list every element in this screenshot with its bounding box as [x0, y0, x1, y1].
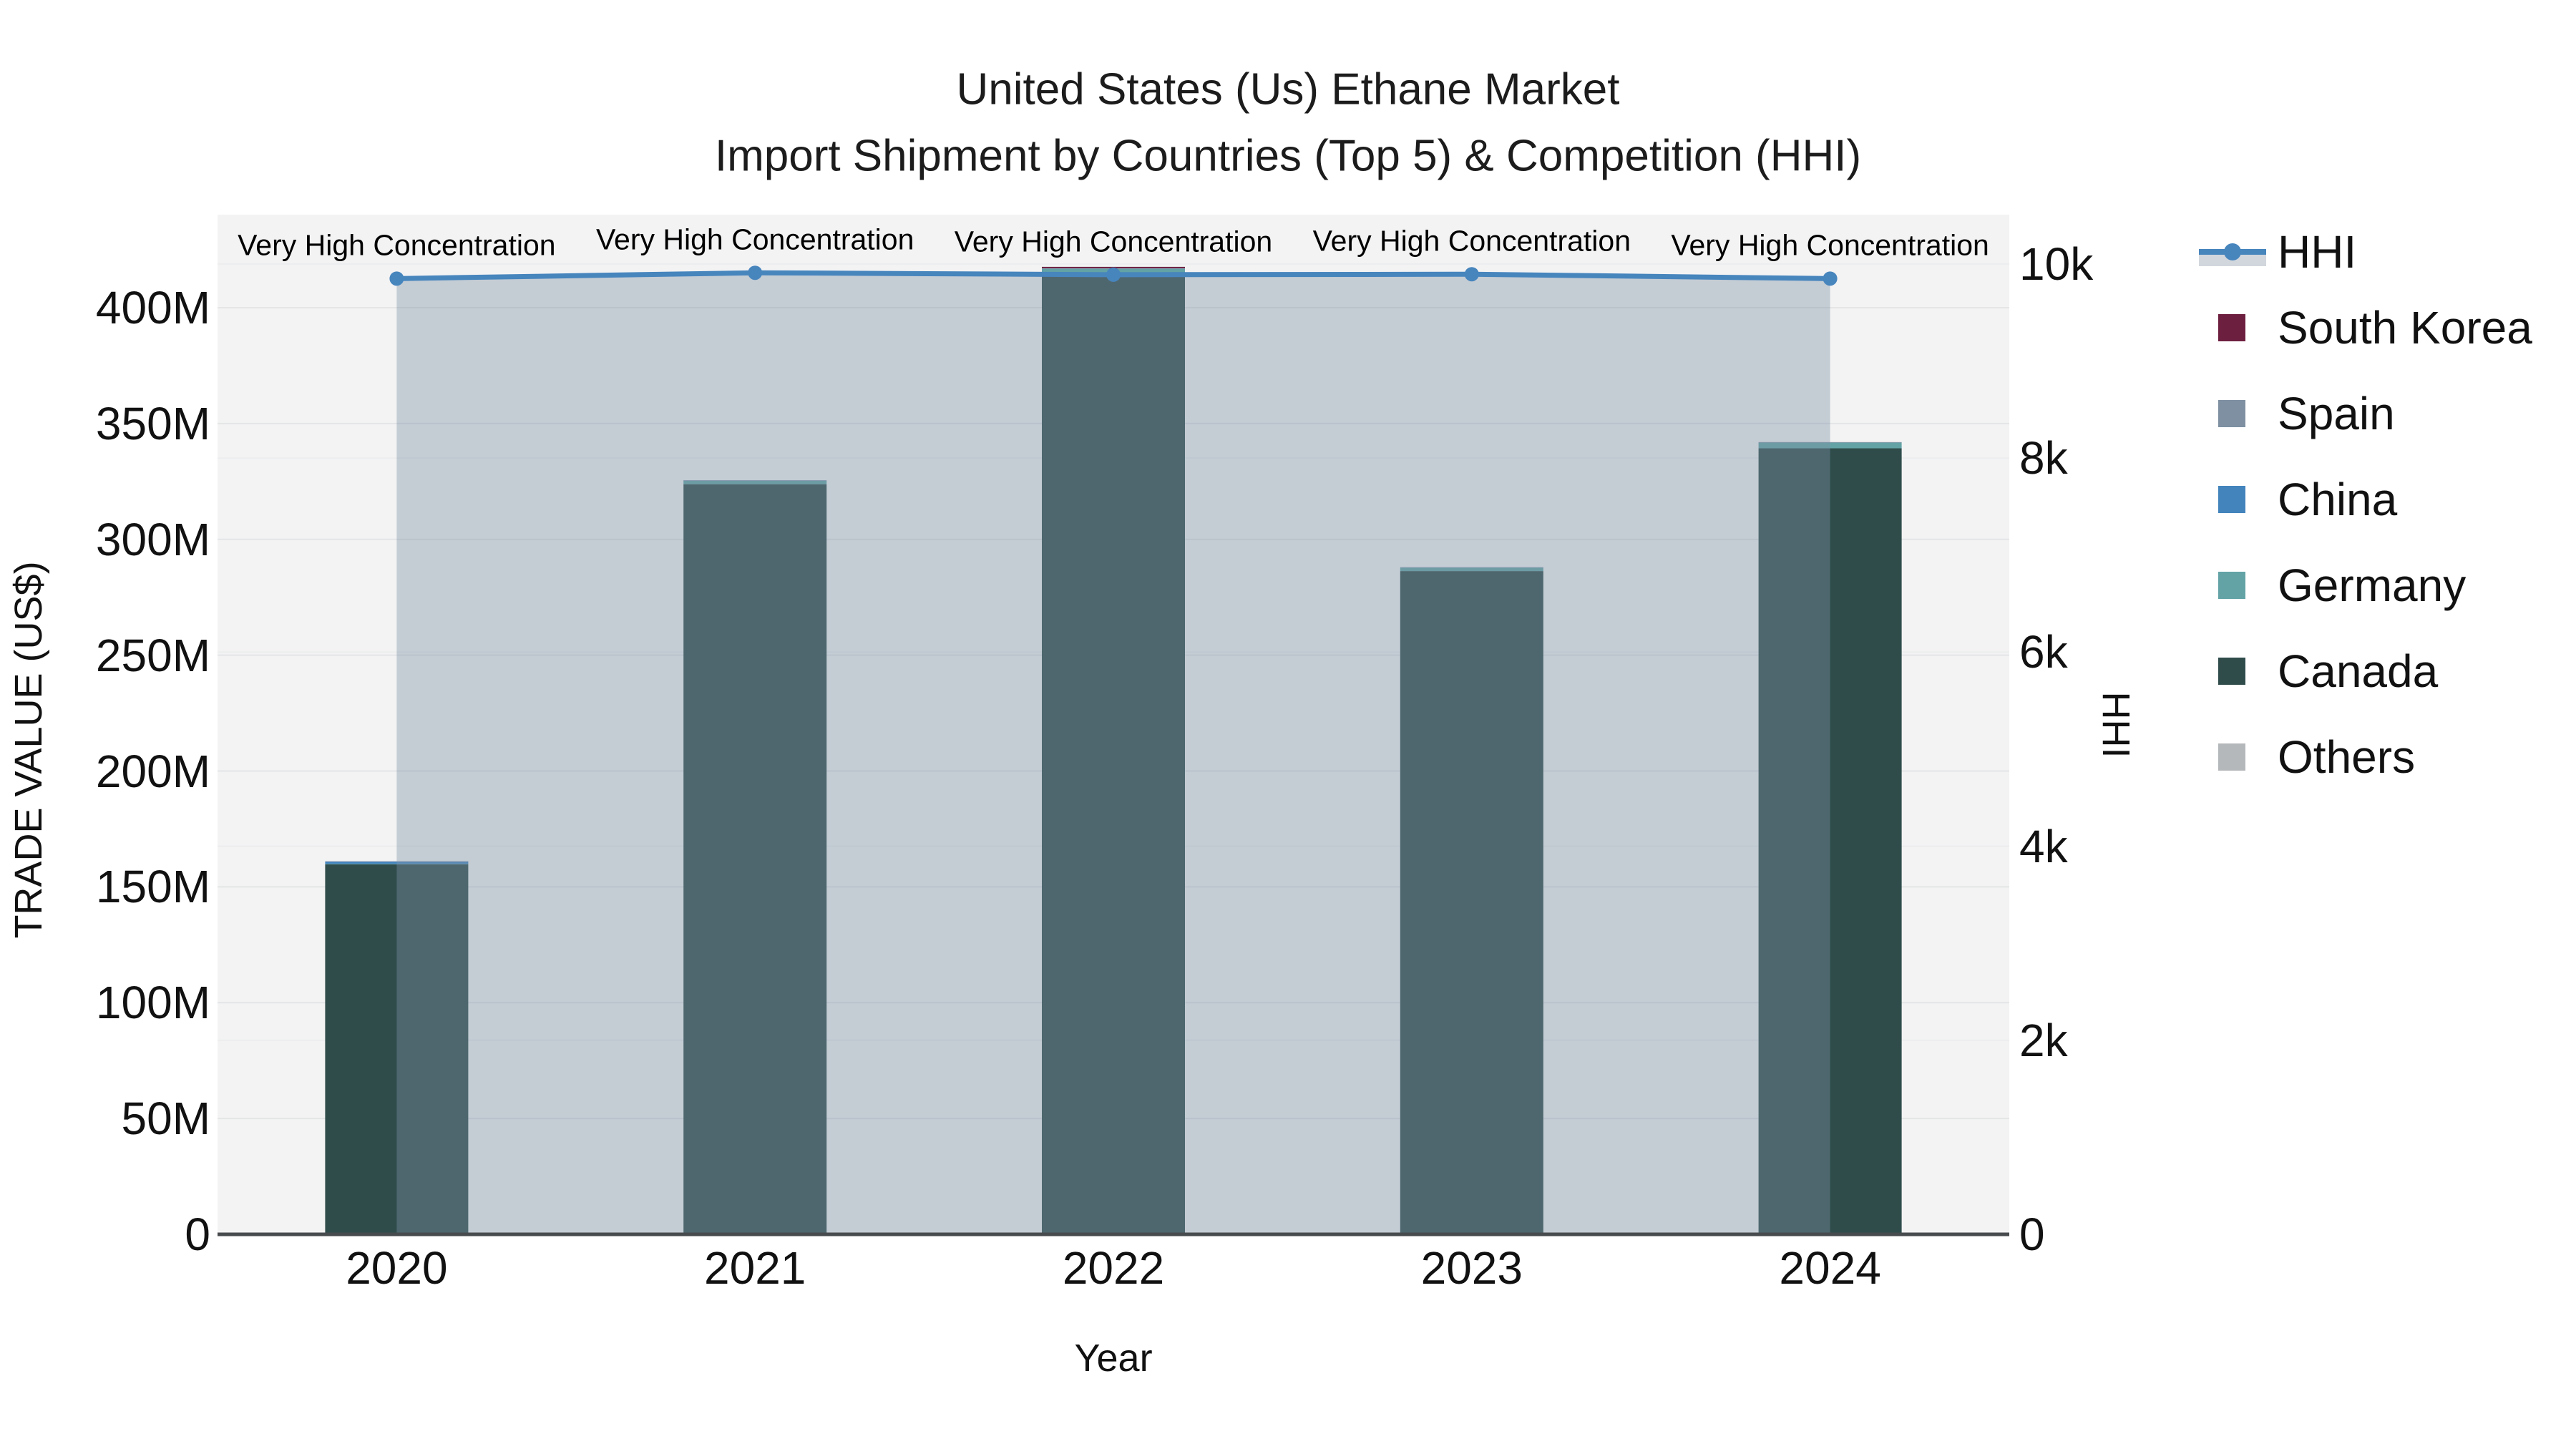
annotation-very-high-concentration: Very High Concentration: [1312, 224, 1631, 258]
annotation-very-high-concentration: Very High Concentration: [238, 228, 556, 262]
bar-segment-canada-2022[interactable]: [1042, 275, 1185, 1234]
y-left-tick-label: 100M: [95, 977, 210, 1029]
y-left-tick-label: 0: [185, 1209, 210, 1260]
x-tick-label: 2020: [346, 1242, 448, 1294]
bar-segment-canada-2023[interactable]: [1400, 571, 1543, 1234]
legend-label: Canada: [2278, 645, 2439, 697]
chart-title: United States (Us) Ethane Market: [956, 64, 1620, 114]
legend-item-others[interactable]: Others: [2190, 725, 2576, 789]
hhi-marker-2024[interactable]: [1823, 271, 1838, 286]
legend-swatch-canada: [2218, 658, 2245, 685]
legend-label: HHI: [2278, 226, 2357, 278]
y-left-tick-label: 350M: [95, 397, 210, 449]
bar-segment-canada-2024[interactable]: [1758, 448, 1902, 1234]
bar-segment-germany-2024[interactable]: [1758, 442, 1902, 449]
x-axis-title: Year: [1074, 1337, 1153, 1380]
legend-item-hhi[interactable]: HHI: [2190, 220, 2576, 284]
chart-subtitle: Import Shipment by Countries (Top 5) & C…: [714, 131, 1862, 181]
y-left-tick-label: 150M: [95, 861, 210, 913]
hhi-marker-2021[interactable]: [748, 265, 763, 280]
legend-swatch-spain: [2218, 400, 2245, 427]
x-tick-label: 2022: [1062, 1242, 1165, 1294]
bar-segment-germany-2021[interactable]: [683, 480, 827, 484]
y-axis-title-right: HHI: [2094, 691, 2137, 758]
hhi-legend-symbol-icon: [2199, 236, 2266, 268]
legend-item-spain[interactable]: Spain: [2190, 381, 2576, 446]
y-right-tick-label: 10k: [2019, 238, 2094, 290]
legend-swatch-germany: [2218, 572, 2245, 599]
x-tick-label: 2024: [1779, 1242, 1881, 1294]
annotation-very-high-concentration: Very High Concentration: [595, 223, 914, 256]
legend-item-china[interactable]: China: [2190, 467, 2576, 532]
y-left-tick-label: 400M: [95, 282, 210, 333]
legend-item-germany[interactable]: Germany: [2190, 553, 2576, 618]
y-right-tick-label: 4k: [2019, 820, 2068, 872]
y-right-tick-label: 8k: [2019, 432, 2068, 484]
bar-segment-germany-2023[interactable]: [1400, 567, 1543, 572]
legend-label: South Korea: [2278, 302, 2532, 353]
hhi-marker-2020[interactable]: [389, 271, 404, 286]
y-right-tick-label: 2k: [2019, 1014, 2068, 1066]
y-left-tick-label: 50M: [121, 1093, 211, 1145]
bar-segment-canada-2020[interactable]: [325, 864, 469, 1234]
hhi-area-fill: [396, 273, 1830, 1235]
hhi-legend-marker: [2224, 243, 2241, 260]
annotation-very-high-concentration: Very High Concentration: [954, 225, 1273, 258]
legend-swatch-china: [2218, 486, 2245, 513]
legend-label: Spain: [2278, 388, 2395, 439]
annotation-very-high-concentration: Very High Concentration: [1671, 228, 1989, 262]
bar-segment-china-2020[interactable]: [325, 862, 469, 864]
x-tick-label: 2023: [1420, 1242, 1523, 1294]
y-left-tick-label: 250M: [95, 629, 210, 681]
y-right-tick-label: 6k: [2019, 626, 2068, 678]
y-right-tick-label: 0: [2019, 1209, 2045, 1260]
legend-swatch-south-korea: [2218, 314, 2245, 341]
legend-label: Others: [2278, 731, 2416, 783]
hhi-marker-2022[interactable]: [1106, 267, 1121, 282]
legend-swatch-others: [2218, 743, 2245, 771]
hhi-marker-2023[interactable]: [1464, 267, 1479, 282]
legend-label: Germany: [2278, 560, 2467, 611]
y-left-tick-label: 300M: [95, 513, 210, 565]
bar-segment-canada-2021[interactable]: [683, 484, 827, 1234]
y-left-tick-label: 200M: [95, 745, 210, 797]
legend-label: China: [2278, 474, 2398, 525]
legend-item-canada[interactable]: Canada: [2190, 639, 2576, 703]
legend-item-south-korea[interactable]: South Korea: [2190, 296, 2576, 360]
x-tick-label: 2021: [704, 1242, 806, 1294]
